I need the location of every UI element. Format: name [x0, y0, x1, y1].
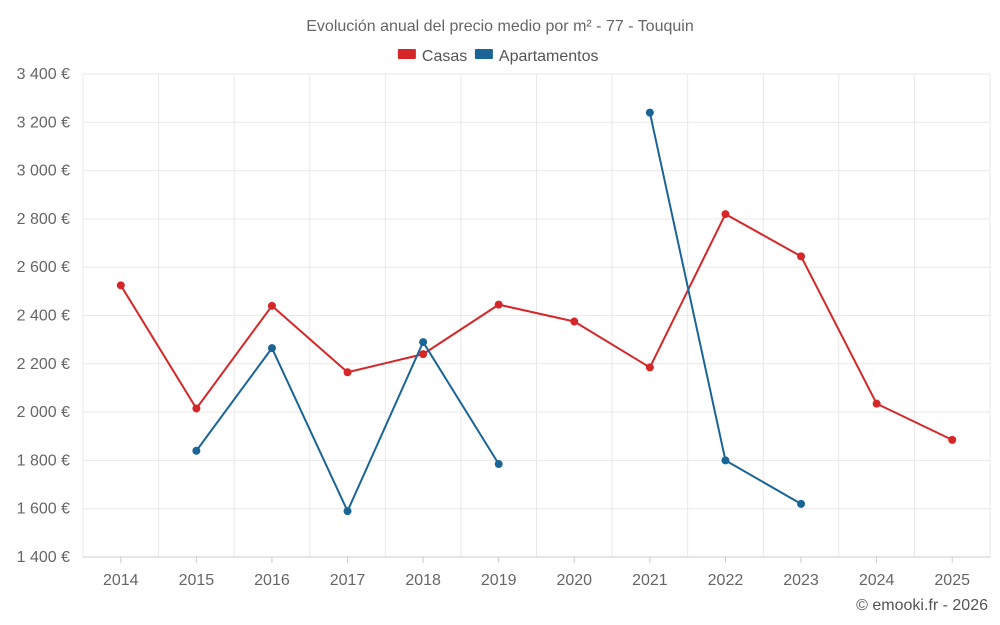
data-point-apartamentos-2023[interactable] — [797, 499, 806, 508]
x-tick-label: 2016 — [254, 572, 290, 589]
x-tick-label: 2024 — [859, 572, 895, 589]
legend-label-casas: Casas — [422, 48, 467, 65]
data-point-casas-2016[interactable] — [267, 301, 276, 310]
x-tick-label: 2020 — [556, 572, 592, 589]
data-point-casas-2024[interactable] — [872, 399, 881, 408]
x-tick-label: 2025 — [934, 572, 970, 589]
legend-swatch-casas — [397, 49, 416, 59]
data-point-casas-2023[interactable] — [797, 252, 806, 261]
data-point-casas-2018[interactable] — [419, 350, 428, 359]
data-point-casas-2017[interactable] — [343, 368, 352, 377]
series-casas — [116, 210, 957, 444]
y-tick-label: 3 200 € — [17, 114, 70, 131]
data-point-apartamentos-2021[interactable] — [645, 108, 654, 117]
series-line-casas — [119, 213, 953, 441]
x-tick-label: 2014 — [103, 572, 139, 589]
data-point-casas-2022[interactable] — [721, 210, 730, 219]
series-layer — [116, 108, 957, 516]
data-point-casas-2014[interactable] — [116, 281, 125, 290]
y-tick-label: 3 400 € — [17, 66, 70, 83]
y-tick-label: 1 800 € — [17, 452, 70, 469]
x-tick-label: 2018 — [405, 572, 441, 589]
x-tick-label: 2022 — [708, 572, 744, 589]
series-apartamentos — [192, 108, 806, 516]
legend[interactable]: Casas Apartamentos — [397, 48, 599, 65]
data-point-casas-2025[interactable] — [948, 435, 957, 444]
x-tick-label: 2023 — [783, 572, 819, 589]
chart-title: Evolución anual del precio medio por m² … — [306, 18, 693, 35]
data-point-casas-2015[interactable] — [192, 404, 201, 413]
y-tick-label: 2 400 € — [17, 308, 70, 325]
legend-item-apartamentos[interactable]: Apartamentos — [474, 48, 599, 65]
y-tick-label: 1 600 € — [17, 501, 70, 518]
series-line-apartamentos — [195, 341, 500, 513]
data-point-apartamentos-2019[interactable] — [494, 460, 503, 469]
grid — [82, 73, 991, 558]
data-point-apartamentos-2022[interactable] — [721, 456, 730, 465]
y-tick-label: 2 200 € — [17, 356, 70, 373]
x-tick-label: 2017 — [330, 572, 366, 589]
y-tick-label: 2 600 € — [17, 259, 70, 276]
data-point-apartamentos-2015[interactable] — [192, 446, 201, 455]
y-tick-label: 2 800 € — [17, 211, 70, 228]
legend-swatch-apartamentos — [474, 49, 493, 59]
data-point-apartamentos-2016[interactable] — [267, 344, 276, 353]
data-point-casas-2020[interactable] — [570, 317, 579, 326]
y-tick-label: 2 000 € — [17, 404, 70, 421]
x-tick-label: 2015 — [179, 572, 215, 589]
data-point-apartamentos-2017[interactable] — [343, 507, 352, 516]
data-point-casas-2021[interactable] — [645, 363, 654, 372]
y-tick-label: 3 000 € — [17, 163, 70, 180]
axes: 1 400 € 1 600 € 1 800 € 2 000 € 2 200 € 2 400… — [17, 66, 990, 589]
series-line-apartamentos — [648, 112, 802, 505]
x-tick-label: 2019 — [481, 572, 517, 589]
credit-text: © emooki.fr - 2026 — [856, 597, 988, 614]
y-tick-label: 1 400 € — [17, 549, 70, 566]
data-point-apartamentos-2018[interactable] — [419, 338, 428, 347]
legend-label-apartamentos: Apartamentos — [499, 48, 599, 65]
data-point-casas-2019[interactable] — [494, 300, 503, 309]
x-tick-label: 2021 — [632, 572, 668, 589]
legend-item-casas[interactable]: Casas — [397, 48, 467, 65]
